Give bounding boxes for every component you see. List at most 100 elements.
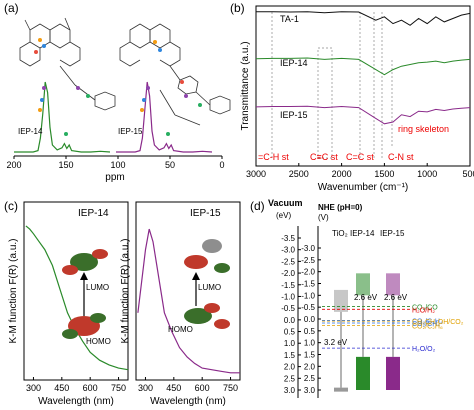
panel-b-tick-label: 1500 bbox=[374, 169, 394, 179]
nmr-peak-markers bbox=[38, 86, 170, 136]
arrowhead-right bbox=[192, 272, 200, 280]
vacuum-unit: (eV) bbox=[276, 211, 291, 220]
cb-bar bbox=[356, 273, 370, 296]
vacuum-tick-label: -2.5 bbox=[281, 257, 295, 266]
vacuum-label: Vacuum bbox=[268, 198, 303, 208]
nhe-tick-label: 0.5 bbox=[304, 327, 316, 336]
nhe-tick-label: -1.5 bbox=[301, 280, 315, 289]
panel-c-left-frame bbox=[23, 201, 129, 381]
panel-b-tick-label: 2500 bbox=[289, 169, 309, 179]
nhe-tick-label: -2.5 bbox=[301, 256, 315, 265]
col-tio2: TiO₂ bbox=[332, 229, 348, 238]
gap-iep15: 2.6 eV bbox=[384, 293, 408, 302]
cb-bar bbox=[334, 289, 348, 312]
panel-c-ylabel-left: K-M function F(R) (a.u.) bbox=[8, 238, 19, 343]
panel-b-xlabel: Wavenumber (cm⁻¹) bbox=[318, 182, 408, 193]
panel-a-tick-label: 50 bbox=[165, 160, 175, 170]
nhe-tick-label: 3.0 bbox=[304, 386, 316, 395]
redox-label: CO₂/C₂H₄ bbox=[412, 318, 443, 325]
panel-a-tick-label: 0 bbox=[219, 160, 224, 170]
panel-c-right-frame bbox=[135, 201, 241, 381]
vb-bar bbox=[356, 356, 370, 390]
col-iep15: IEP-15 bbox=[380, 229, 405, 238]
nhe-tick-label: 1.5 bbox=[304, 351, 316, 360]
homo-left-label: HOMO bbox=[86, 337, 111, 346]
nhe-tick-label: -1.0 bbox=[301, 291, 315, 300]
panel-a-iep14-label: IEP-14 bbox=[18, 127, 43, 136]
vacuum-tick-label: -3.5 bbox=[281, 234, 295, 243]
panel-c-tick-label: 600 bbox=[83, 383, 98, 393]
panel-a-tick-label: 200 bbox=[6, 160, 21, 170]
iep15-structure bbox=[119, 23, 231, 126]
vacuum-tick-label: 3.0 bbox=[284, 386, 296, 395]
nhe-tick-label: -2.0 bbox=[301, 268, 315, 277]
panel-c-tick-label: 750 bbox=[223, 383, 238, 393]
panel-b-tick-label: 500 bbox=[462, 169, 474, 179]
series-label-iep15: IEP-15 bbox=[280, 110, 308, 120]
nmr-series-iep15 bbox=[116, 81, 213, 153]
redox-label: CO₂/CH₄ bbox=[412, 321, 440, 328]
panel-a-ticks: 200 150 100 50 0 bbox=[6, 156, 225, 170]
redox-label: CH₃CH₂OH/CO₂ bbox=[412, 319, 464, 326]
panel-c-xlabel-right: Wavelength (nm) bbox=[150, 396, 226, 407]
vb-bar bbox=[334, 387, 348, 392]
annot-cc-double-st: C=C st bbox=[346, 152, 374, 162]
panel-d-label: (d) bbox=[250, 199, 265, 213]
panel-c-tick-label: 300 bbox=[138, 383, 153, 393]
nmr-series-iep14 bbox=[14, 81, 111, 153]
panel-b-ticks: 3000 2500 2000 1500 1000 500 bbox=[246, 163, 474, 179]
series-label-ta1: TA-1 bbox=[280, 14, 299, 24]
vacuum-tick-label: 2.5 bbox=[284, 374, 296, 383]
panel-b-label: (b) bbox=[230, 1, 245, 15]
redox-label: CO₂/C₂H₆ bbox=[412, 323, 443, 330]
vacuum-tick-label: -1.0 bbox=[281, 292, 295, 301]
nhe-label: NHE (pH=0) bbox=[318, 203, 363, 212]
ftir-series-iep-14 bbox=[255, 57, 471, 76]
panel-c-tick-label: 750 bbox=[111, 383, 126, 393]
cb-bar bbox=[386, 273, 400, 296]
nhe-unit: (V) bbox=[318, 213, 329, 222]
panel-c-tick-label: 600 bbox=[195, 383, 210, 393]
panel-d-ticks: -3.5 -3.0 -2.5 -2.0 -1.5 -1.0 -0.5 0.0 0.5 1.0 1.5… bbox=[281, 234, 321, 395]
annot-ch-st: =C-H st bbox=[258, 152, 289, 162]
vacuum-tick-label: 0.5 bbox=[284, 328, 296, 337]
panel-c-xlabel-left: Wavelength (nm) bbox=[38, 396, 114, 407]
panel-c-tick-label: 300 bbox=[26, 383, 41, 393]
vacuum-tick-label: 1.5 bbox=[284, 351, 296, 360]
panel-c-tick-label: 450 bbox=[166, 383, 181, 393]
panel-a-tick-label: 150 bbox=[58, 160, 73, 170]
panel-a-label: (a) bbox=[4, 1, 19, 15]
panel-b-tick-label: 2000 bbox=[332, 169, 352, 179]
series-label-iep14: IEP-14 bbox=[280, 58, 308, 68]
panel-c-ticks: 300 450 600 750 300 450 600 750 bbox=[26, 377, 238, 393]
vacuum-tick-label: -2.0 bbox=[281, 269, 295, 278]
vb-bar bbox=[386, 356, 400, 390]
panel-a-tick-label: 100 bbox=[110, 160, 125, 170]
ftir-series-iep-15 bbox=[255, 105, 471, 125]
vacuum-tick-label: 1.0 bbox=[284, 339, 296, 348]
homo-right-label: HOMO bbox=[168, 325, 193, 334]
lumo-right-label: LUMO bbox=[198, 283, 221, 292]
orbital-lumo-right bbox=[184, 239, 230, 273]
carbon-markers bbox=[34, 38, 202, 107]
arrowhead-left bbox=[80, 272, 88, 280]
ftir-series-ta-1 bbox=[256, 11, 471, 26]
vacuum-tick-label: -1.5 bbox=[281, 281, 295, 290]
vacuum-tick-label: 0.0 bbox=[284, 316, 296, 325]
nhe-tick-label: 1.0 bbox=[304, 339, 316, 348]
annot-ring-skeleton: ring skeleton bbox=[398, 124, 449, 134]
vacuum-tick-label: -3.0 bbox=[281, 246, 295, 255]
panel-c-right-title: IEP-15 bbox=[190, 208, 221, 219]
iep14-structure bbox=[19, 17, 116, 111]
redox-label: H₂O/H₂ bbox=[412, 307, 435, 314]
redox-label: CO₂/CO bbox=[412, 304, 438, 311]
panel-a-iep15-label: IEP-15 bbox=[118, 127, 143, 136]
panel-a-xlabel: ppm bbox=[105, 172, 124, 183]
panel-b-tick-label: 3000 bbox=[246, 169, 266, 179]
vacuum-tick-label: -0.5 bbox=[281, 304, 295, 313]
panel-b-frame bbox=[255, 5, 471, 167]
orbital-homo-right bbox=[184, 303, 230, 329]
nhe-tick-label: -0.5 bbox=[301, 303, 315, 312]
vacuum-tick-label: 2.0 bbox=[284, 363, 296, 372]
